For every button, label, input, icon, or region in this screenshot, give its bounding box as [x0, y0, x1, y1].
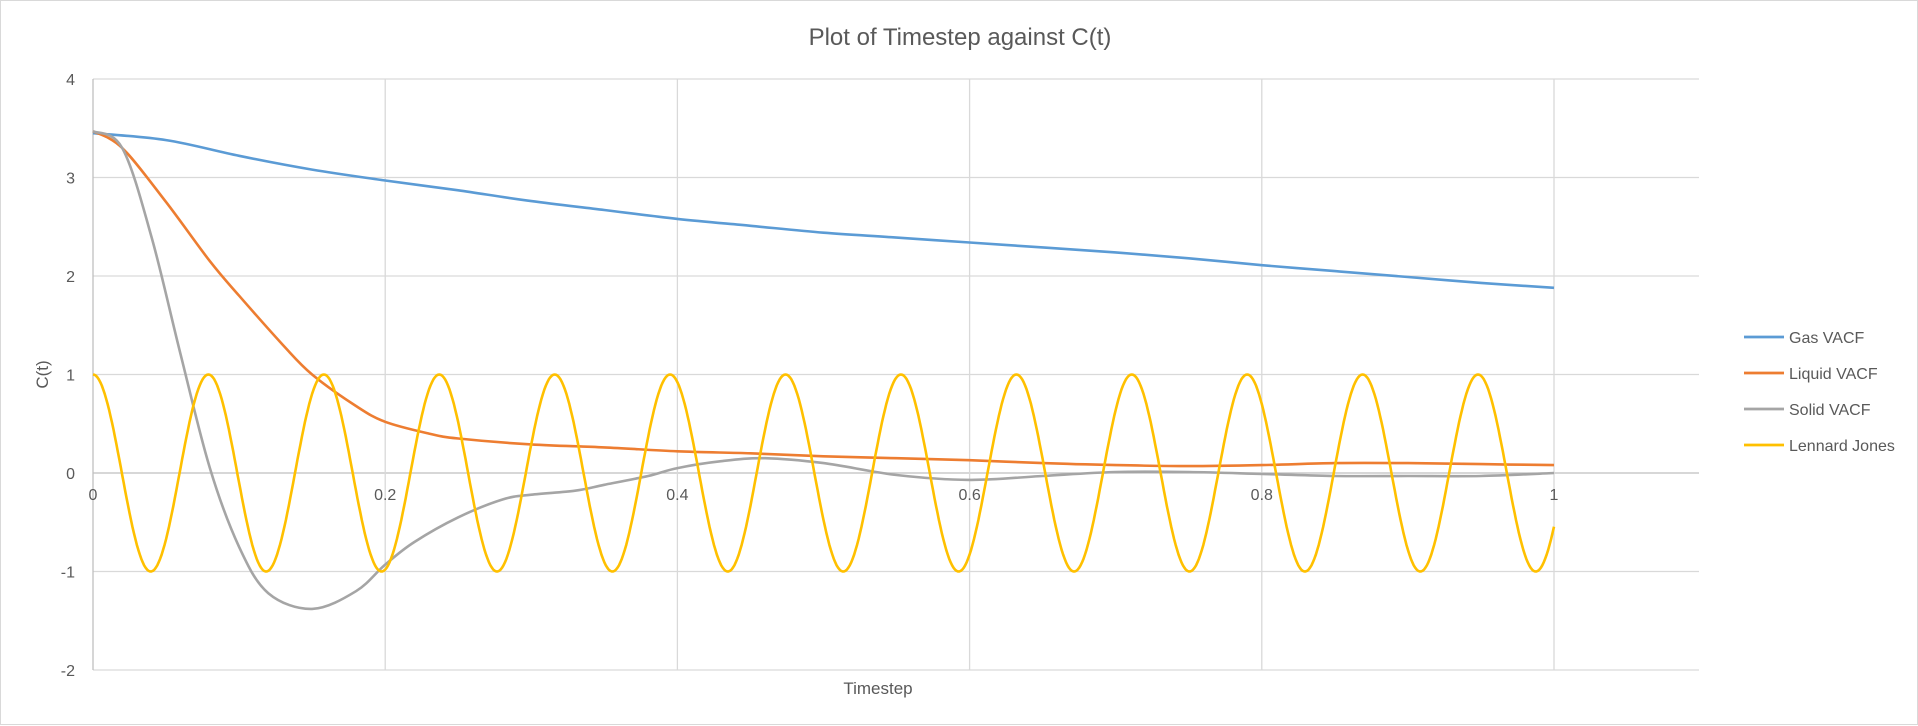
x-tick-label: 0.8 [1251, 487, 1273, 504]
y-tick-label: 2 [66, 269, 75, 286]
legend-label: Lennard Jones [1789, 438, 1895, 455]
x-tick-label: 1 [1550, 487, 1559, 504]
y-axis-label: C(t) [33, 360, 52, 388]
y-tick-label: 1 [66, 368, 75, 385]
y-tick-labels: -2 -1 0 1 2 3 4 [61, 72, 75, 680]
x-tick-label: 0.2 [374, 487, 396, 504]
x-tick-label: 0.4 [666, 487, 688, 504]
y-tick-label: -1 [61, 565, 75, 582]
y-tick-label: -2 [61, 663, 75, 680]
y-tick-label: 0 [66, 466, 75, 483]
series-line-solid-vacf [92, 129, 1555, 611]
legend-label: Gas VACF [1789, 330, 1865, 347]
legend-label: Solid VACF [1789, 402, 1871, 419]
legend: Gas VACF Liquid VACF Solid VACF Lennard Jon… [1744, 330, 1895, 455]
chart-title: Plot of Timestep against C(t) [809, 24, 1112, 51]
x-tick-label: 0.6 [958, 487, 980, 504]
x-axis-label: Timestep [843, 679, 912, 698]
x-tick-labels: 0 0.2 0.4 0.6 0.8 1 [89, 487, 1559, 504]
x-tick-label: 0 [89, 487, 98, 504]
legend-label: Liquid VACF [1789, 366, 1878, 383]
y-tick-label: 3 [66, 171, 75, 188]
series-line-lennard-jones [92, 373, 1556, 573]
y-tick-label: 4 [66, 72, 75, 89]
series-lines [92, 129, 1556, 611]
series-line-liquid-vacf [92, 130, 1555, 468]
series-line-gas-vacf [92, 131, 1555, 290]
grid-lines [92, 78, 1699, 671]
